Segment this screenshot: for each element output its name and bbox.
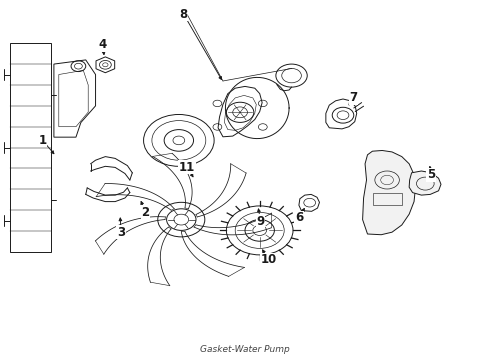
Polygon shape <box>409 171 441 195</box>
Text: 6: 6 <box>295 211 303 224</box>
Text: 10: 10 <box>260 253 277 266</box>
Text: Gasket-Water Pump: Gasket-Water Pump <box>200 345 290 354</box>
Text: 2: 2 <box>142 206 149 219</box>
Text: 8: 8 <box>180 8 188 21</box>
Bar <box>373 193 402 205</box>
Text: 3: 3 <box>117 226 125 239</box>
Text: 7: 7 <box>350 91 358 104</box>
Text: 5: 5 <box>427 168 435 181</box>
Text: 4: 4 <box>99 39 107 51</box>
Text: 1: 1 <box>39 134 47 147</box>
Text: 11: 11 <box>179 161 196 174</box>
Text: 9: 9 <box>257 215 265 228</box>
Polygon shape <box>363 150 416 235</box>
